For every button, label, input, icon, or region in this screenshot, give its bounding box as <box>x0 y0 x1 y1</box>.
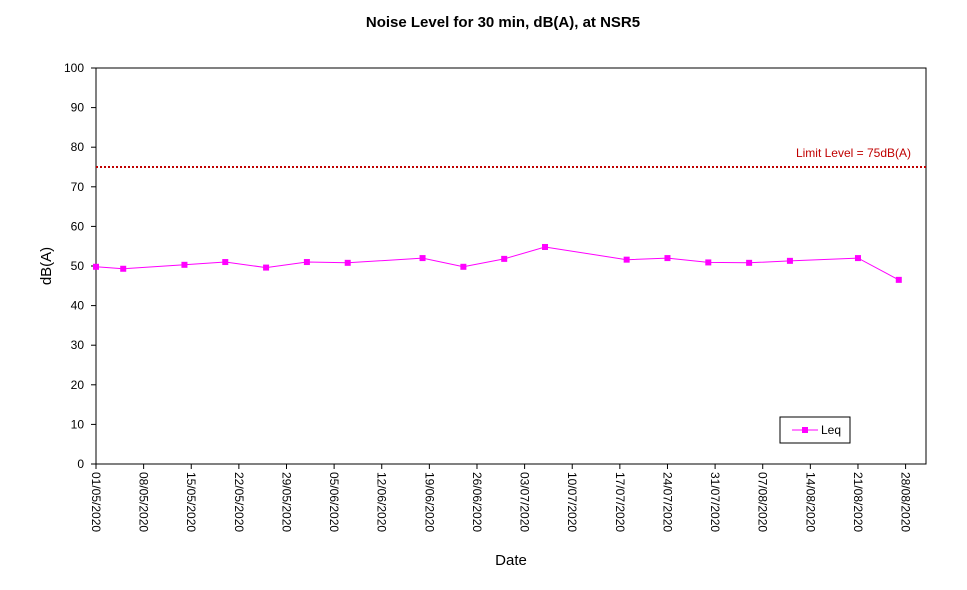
data-point <box>303 259 310 266</box>
x-tick-label: 29/05/2020 <box>279 472 293 532</box>
data-point <box>120 265 127 272</box>
data-point <box>222 259 229 266</box>
y-tick-label: 30 <box>71 338 85 352</box>
y-tick-label: 20 <box>71 378 85 392</box>
series-leq <box>93 243 902 283</box>
data-point <box>419 255 426 262</box>
y-tick-label: 50 <box>71 259 85 273</box>
y-tick-label: 70 <box>71 180 85 194</box>
data-point <box>705 259 712 266</box>
data-point <box>460 263 467 270</box>
x-tick-label: 21/08/2020 <box>851 472 865 532</box>
data-point <box>746 259 753 266</box>
legend-marker-icon <box>802 427 808 433</box>
y-tick-label: 40 <box>71 299 85 313</box>
data-point <box>664 255 671 262</box>
chart-title: Noise Level for 30 min, dB(A), at NSR5 <box>366 14 640 31</box>
data-point <box>263 264 270 271</box>
x-tick-label: 05/06/2020 <box>327 472 341 532</box>
x-tick-label: 24/07/2020 <box>660 472 674 532</box>
plot-area <box>95 67 927 465</box>
data-point <box>786 257 793 264</box>
x-tick-label: 31/07/2020 <box>708 472 722 532</box>
y-tick-label: 0 <box>77 457 84 471</box>
legend: Leq <box>779 416 851 444</box>
series-line <box>95 246 900 281</box>
y-tick-label: 90 <box>71 101 85 115</box>
data-point <box>181 261 188 268</box>
x-tick-label: 19/06/2020 <box>422 472 436 532</box>
x-tick-label: 08/05/2020 <box>137 472 151 532</box>
data-point <box>895 276 902 283</box>
legend-label-leq: Leq <box>821 423 841 437</box>
x-tick-label: 17/07/2020 <box>613 472 627 532</box>
x-tick-label: 14/08/2020 <box>803 472 817 532</box>
x-tick-label: 03/07/2020 <box>518 472 532 532</box>
data-point <box>542 243 549 250</box>
x-tick-label: 22/05/2020 <box>232 472 246 532</box>
x-tick-label: 10/07/2020 <box>565 472 579 532</box>
y-tick-label: 80 <box>71 140 85 154</box>
y-tick-label: 100 <box>64 61 84 75</box>
data-point <box>344 259 351 266</box>
data-point <box>854 255 861 262</box>
x-tick-label: 28/08/2020 <box>899 472 913 532</box>
x-axis: 01/05/2020 08/05/2020 15/05/2020 22/05/2020… <box>89 464 913 532</box>
data-point <box>501 255 508 262</box>
limit-level-label: Limit Level = 75dB(A) <box>796 146 911 160</box>
data-point <box>93 263 99 270</box>
x-tick-label: 07/08/2020 <box>756 472 770 532</box>
x-tick-label: 12/06/2020 <box>375 472 389 532</box>
y-axis-label: dB(A) <box>38 247 55 285</box>
y-tick-label: 60 <box>71 219 85 233</box>
y-axis: 0 10 20 30 40 50 60 70 80 90 100 <box>64 61 96 471</box>
x-tick-label: 26/06/2020 <box>470 472 484 532</box>
y-tick-label: 10 <box>71 417 85 431</box>
data-point <box>623 256 630 263</box>
x-tick-label: 15/05/2020 <box>184 472 198 532</box>
x-axis-label: Date <box>495 552 527 569</box>
x-tick-label: 01/05/2020 <box>89 472 103 532</box>
